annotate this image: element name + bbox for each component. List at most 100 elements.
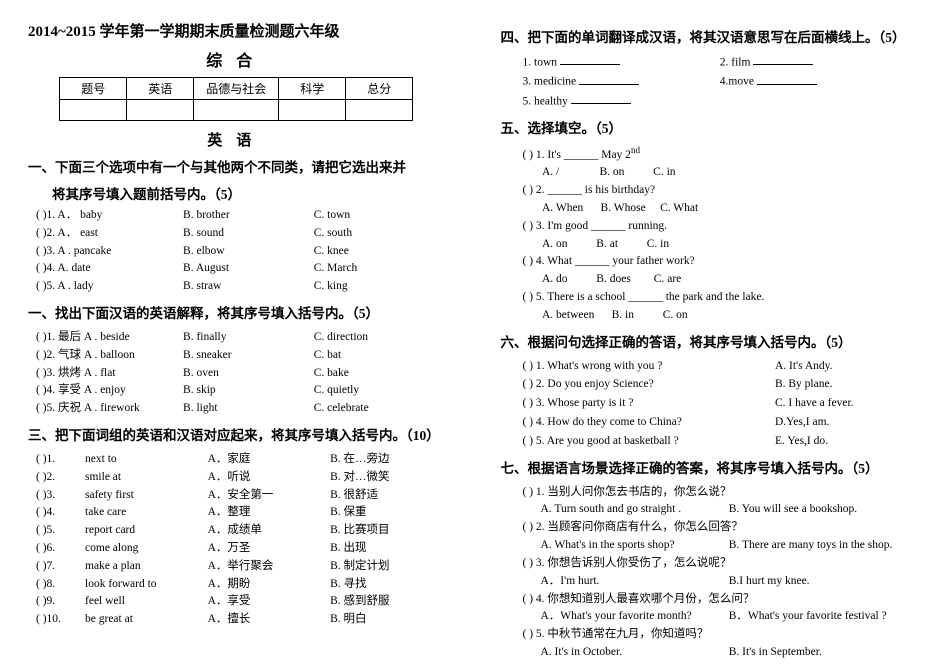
options-line: A. / B. on C. in bbox=[523, 164, 918, 182]
blank-line bbox=[757, 72, 817, 85]
answer-option: A. It's Andy. bbox=[775, 358, 917, 376]
score-header: 科学 bbox=[279, 78, 346, 100]
question-english: smile at bbox=[85, 469, 208, 487]
option-b: B. 寻找 bbox=[330, 576, 444, 594]
superscript: nd bbox=[631, 145, 640, 155]
option-c: C. direction bbox=[314, 329, 445, 347]
vocab-right bbox=[720, 92, 917, 111]
subtitle: 综合 bbox=[28, 47, 445, 71]
question-text: ( ) 4. How do they come to China? bbox=[523, 414, 775, 432]
score-header: 题号 bbox=[60, 78, 127, 100]
score-header: 英语 bbox=[127, 78, 194, 100]
section-1-heading-sub: 将其序号填入题前括号内。（5） bbox=[52, 183, 445, 203]
option-b: B. August bbox=[183, 260, 314, 278]
option-a: ( )2. 气球 A . balloon bbox=[36, 347, 183, 365]
main-title: 2014~2015 学年第一学期期末质量检测题六年级 bbox=[28, 20, 445, 41]
question-row: ( )6.come alongA．万圣B. 出现 bbox=[36, 540, 445, 558]
section-2-heading: 一、找出下面汉语的英语解释，将其序号填入括号内。（5） bbox=[28, 304, 445, 325]
score-cell bbox=[346, 100, 413, 121]
question-number: ( )5. bbox=[36, 522, 85, 540]
section-7-heading: 七、根据语言场景选择正确的答案，将其序号填入括号内。（5） bbox=[501, 459, 918, 480]
scenario-options: A．What's your favorite month?B．What's yo… bbox=[523, 608, 918, 626]
question-row: ( )4. 享受 A . enjoyB. skipC. quietly bbox=[36, 382, 445, 400]
question-line: ( ) 3. I'm good ______ running. bbox=[523, 218, 918, 236]
option-b: B. elbow bbox=[183, 243, 314, 261]
question-number: ( )7. bbox=[36, 558, 85, 576]
question-text: ( ) 2. Do you enjoy Science? bbox=[523, 376, 775, 394]
option-b: B. sound bbox=[183, 225, 314, 243]
scenario-prompt: ( ) 5. 中秋节通常在九月，你知道吗？ bbox=[523, 626, 918, 644]
question-line: ( ) 5. There is a school ______ the park… bbox=[523, 289, 918, 307]
answer-option: C. I have a fever. bbox=[775, 395, 917, 413]
option-b: B. brother bbox=[183, 207, 314, 225]
question-line: ( ) 4. What ______ your father work? bbox=[523, 253, 918, 271]
option-c: C. king bbox=[314, 278, 445, 296]
option-b: B. It's in September. bbox=[729, 644, 917, 662]
question-english: take care bbox=[85, 504, 208, 522]
answer-option: E. Yes,I do. bbox=[775, 433, 917, 451]
scenario-prompt: ( ) 1. 当别人问你怎去书店的，你怎么说？ bbox=[523, 484, 918, 502]
question-number: ( )8. bbox=[36, 576, 85, 594]
vocab-row: 3. medicine 4.move bbox=[523, 72, 918, 91]
question-row: ( )3. 烘烤 A . flatB. ovenC. bake bbox=[36, 365, 445, 383]
option-c: C. bake bbox=[314, 365, 445, 383]
score-cell bbox=[194, 100, 279, 121]
question-row: ( )4. A. dateB. AugustC. March bbox=[36, 260, 445, 278]
section-6-items: ( ) 1. What's wrong with you ?A. It's An… bbox=[523, 358, 918, 451]
question-row: ( )8.look forward toA．期盼B. 寻找 bbox=[36, 576, 445, 594]
question-english: be great at bbox=[85, 611, 208, 629]
option-c: C. town bbox=[314, 207, 445, 225]
option-a: A．I'm hurt. bbox=[523, 573, 729, 591]
option-b: B. 对…微笑 bbox=[330, 469, 444, 487]
qa-row: ( ) 3. Whose party is it ?C. I have a fe… bbox=[523, 395, 918, 413]
scenario-prompt: ( ) 3. 你想告诉别人你受伤了，怎么说呢？ bbox=[523, 555, 918, 573]
scenario-prompt: ( ) 2. 当顾客问你商店有什么，你怎么回答？ bbox=[523, 519, 918, 537]
question-row: ( )9.feel wellA．享受B. 感到舒服 bbox=[36, 593, 445, 611]
vocab-row: 1. town 2. film bbox=[523, 53, 918, 72]
option-b: B. straw bbox=[183, 278, 314, 296]
question-number: ( )2. bbox=[36, 469, 85, 487]
question-number: ( )3. bbox=[36, 487, 85, 505]
options-line: A. do B. does C. are bbox=[523, 271, 918, 289]
question-english: next to bbox=[85, 451, 208, 469]
vocab-right: 4.move bbox=[720, 72, 917, 91]
exam-page: 2014~2015 学年第一学期期末质量检测题六年级 综合 题号 英语 品德与社… bbox=[0, 0, 945, 668]
question-row: ( )1. 最后 A . besideB. finallyC. directio… bbox=[36, 329, 445, 347]
blank-line bbox=[753, 53, 813, 66]
score-cell bbox=[279, 100, 346, 121]
question-row: ( )7.make a planA．举行聚会B. 制定计划 bbox=[36, 558, 445, 576]
qa-row: ( ) 4. How do they come to China?D.Yes,I… bbox=[523, 414, 918, 432]
vocab-left: 3. medicine bbox=[523, 72, 720, 91]
scenario-options: A. Turn south and go straight .B. You wi… bbox=[523, 501, 918, 519]
section-7-items: ( ) 1. 当别人问你怎去书店的，你怎么说？A. Turn south and… bbox=[523, 484, 918, 662]
option-c: C. bat bbox=[314, 347, 445, 365]
option-a: A．擅长 bbox=[208, 611, 331, 629]
options-line: A. When B. Whose C. What bbox=[523, 200, 918, 218]
question-row: ( )1.next toA．家庭B. 在…旁边 bbox=[36, 451, 445, 469]
section-5-heading: 五、选择填空。（5） bbox=[501, 119, 918, 140]
question-row: ( )10.be great atA．擅长B. 明白 bbox=[36, 611, 445, 629]
score-table: 题号 英语 品德与社会 科学 总分 bbox=[59, 77, 413, 121]
option-a: A．成绩单 bbox=[208, 522, 331, 540]
question-english: feel well bbox=[85, 593, 208, 611]
options-line: A. on B. at C. in bbox=[523, 236, 918, 254]
section-4-heading: 四、把下面的单词翻译成汉语，将其汉语意思写在后面横线上。（5） bbox=[501, 28, 918, 49]
section-2-items: ( )1. 最后 A . besideB. finallyC. directio… bbox=[36, 329, 445, 418]
question-row: ( )5. A . ladyB. strawC. king bbox=[36, 278, 445, 296]
option-c: C. knee bbox=[314, 243, 445, 261]
option-a: ( )3. A . pancake bbox=[36, 243, 183, 261]
option-b: B．What's your favorite festival ? bbox=[729, 608, 917, 626]
section-3-items: ( )1.next toA．家庭B. 在…旁边( )2.smile atA．听说… bbox=[36, 451, 445, 629]
option-a: A．整理 bbox=[208, 504, 331, 522]
option-b: B. You will see a bookshop. bbox=[729, 501, 917, 519]
section-1-items: ( )1. A． babyB. brotherC. town( )2. A． e… bbox=[36, 207, 445, 296]
qa-row: ( ) 2. Do you enjoy Science?B. By plane. bbox=[523, 376, 918, 394]
question-row: ( )3.safety firstA．安全第一B. 很舒适 bbox=[36, 487, 445, 505]
option-b: B. 保重 bbox=[330, 504, 444, 522]
vocab-right: 2. film bbox=[720, 53, 917, 72]
option-a: ( )2. A． east bbox=[36, 225, 183, 243]
blank-line bbox=[579, 72, 639, 85]
options-line: A. between B. in C. on bbox=[523, 307, 918, 325]
section-1-heading: 一、下面三个选项中有一个与其他两个不同类，请把它选出来并 bbox=[28, 158, 445, 179]
score-header: 总分 bbox=[346, 78, 413, 100]
